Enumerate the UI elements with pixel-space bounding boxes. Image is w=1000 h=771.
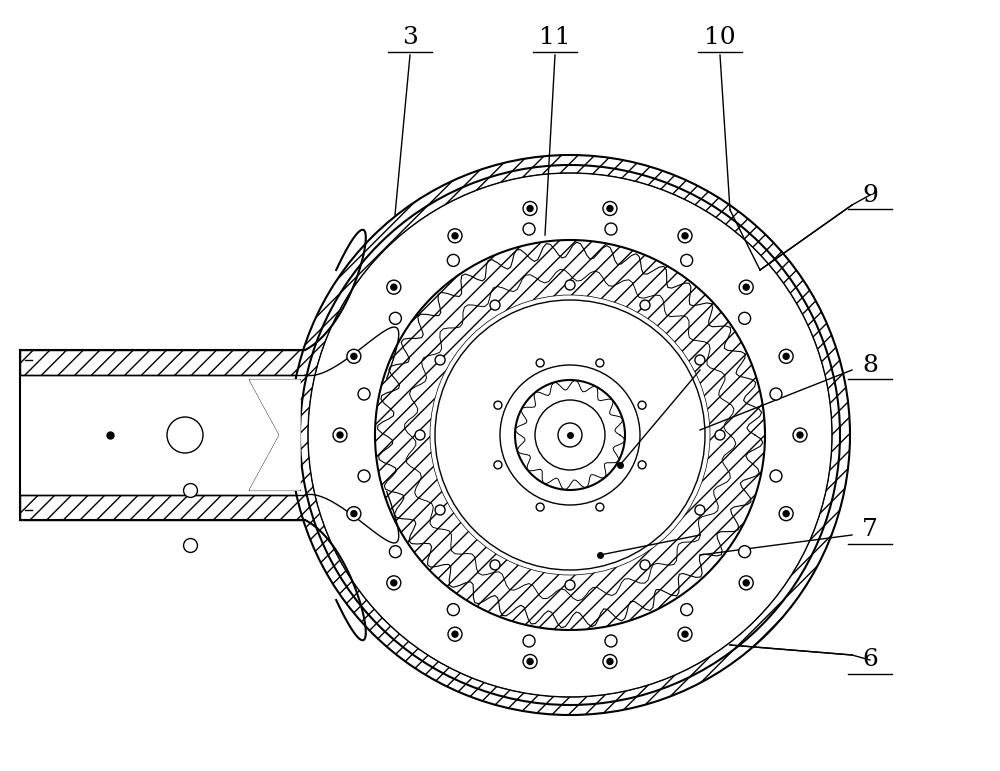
Circle shape xyxy=(387,576,401,590)
Circle shape xyxy=(347,507,361,520)
Bar xyxy=(20,350,305,375)
Circle shape xyxy=(681,254,693,267)
Circle shape xyxy=(779,349,793,363)
Circle shape xyxy=(565,280,575,290)
Circle shape xyxy=(695,505,705,515)
Circle shape xyxy=(391,580,397,586)
Circle shape xyxy=(387,280,401,295)
Text: 3: 3 xyxy=(402,26,418,49)
Circle shape xyxy=(358,470,370,482)
Circle shape xyxy=(523,655,537,668)
Circle shape xyxy=(770,470,782,482)
Circle shape xyxy=(391,284,397,290)
Circle shape xyxy=(638,461,646,469)
Circle shape xyxy=(682,631,688,637)
Circle shape xyxy=(596,503,604,511)
Circle shape xyxy=(783,510,789,517)
Circle shape xyxy=(743,580,749,586)
Circle shape xyxy=(638,401,646,409)
Text: 7: 7 xyxy=(862,519,878,541)
Wedge shape xyxy=(290,155,850,715)
Bar xyxy=(20,495,305,520)
Circle shape xyxy=(793,428,807,442)
Circle shape xyxy=(358,388,370,400)
Circle shape xyxy=(347,349,361,363)
Circle shape xyxy=(447,254,459,267)
Circle shape xyxy=(739,312,751,325)
Circle shape xyxy=(558,423,582,447)
Circle shape xyxy=(678,627,692,641)
Circle shape xyxy=(739,576,753,590)
Circle shape xyxy=(523,201,537,215)
Circle shape xyxy=(640,300,650,310)
Circle shape xyxy=(452,233,458,239)
Circle shape xyxy=(448,627,462,641)
Circle shape xyxy=(565,580,575,590)
Circle shape xyxy=(603,201,617,215)
Text: 9: 9 xyxy=(862,183,878,207)
Text: 10: 10 xyxy=(704,26,736,49)
Text: 6: 6 xyxy=(862,648,878,672)
Circle shape xyxy=(490,560,500,570)
Circle shape xyxy=(415,430,425,440)
Circle shape xyxy=(435,355,445,365)
Circle shape xyxy=(681,604,693,615)
Circle shape xyxy=(494,461,502,469)
Circle shape xyxy=(351,353,357,359)
Circle shape xyxy=(739,280,753,295)
Circle shape xyxy=(447,604,459,615)
Circle shape xyxy=(739,546,751,557)
Circle shape xyxy=(490,300,500,310)
Circle shape xyxy=(452,631,458,637)
Circle shape xyxy=(715,430,725,440)
Circle shape xyxy=(536,359,544,367)
Circle shape xyxy=(607,658,613,665)
Circle shape xyxy=(779,507,793,520)
Circle shape xyxy=(743,284,749,290)
Circle shape xyxy=(333,428,347,442)
Circle shape xyxy=(448,229,462,243)
Circle shape xyxy=(536,503,544,511)
Text: 11: 11 xyxy=(539,26,571,49)
Circle shape xyxy=(435,505,445,515)
Circle shape xyxy=(695,355,705,365)
Circle shape xyxy=(523,635,535,647)
Circle shape xyxy=(605,635,617,647)
Circle shape xyxy=(523,223,535,235)
Circle shape xyxy=(389,546,401,557)
Circle shape xyxy=(337,432,343,438)
Circle shape xyxy=(351,510,357,517)
Circle shape xyxy=(603,655,617,668)
Circle shape xyxy=(527,206,533,211)
Circle shape xyxy=(596,359,604,367)
Text: 8: 8 xyxy=(862,353,878,376)
Wedge shape xyxy=(375,240,765,630)
Circle shape xyxy=(167,417,203,453)
Circle shape xyxy=(770,388,782,400)
Circle shape xyxy=(678,229,692,243)
Circle shape xyxy=(607,206,613,211)
Circle shape xyxy=(640,560,650,570)
Circle shape xyxy=(605,223,617,235)
Circle shape xyxy=(527,658,533,665)
Circle shape xyxy=(389,312,401,325)
Circle shape xyxy=(783,353,789,359)
Circle shape xyxy=(494,401,502,409)
Circle shape xyxy=(797,432,803,438)
Circle shape xyxy=(682,233,688,239)
Polygon shape xyxy=(250,380,300,490)
